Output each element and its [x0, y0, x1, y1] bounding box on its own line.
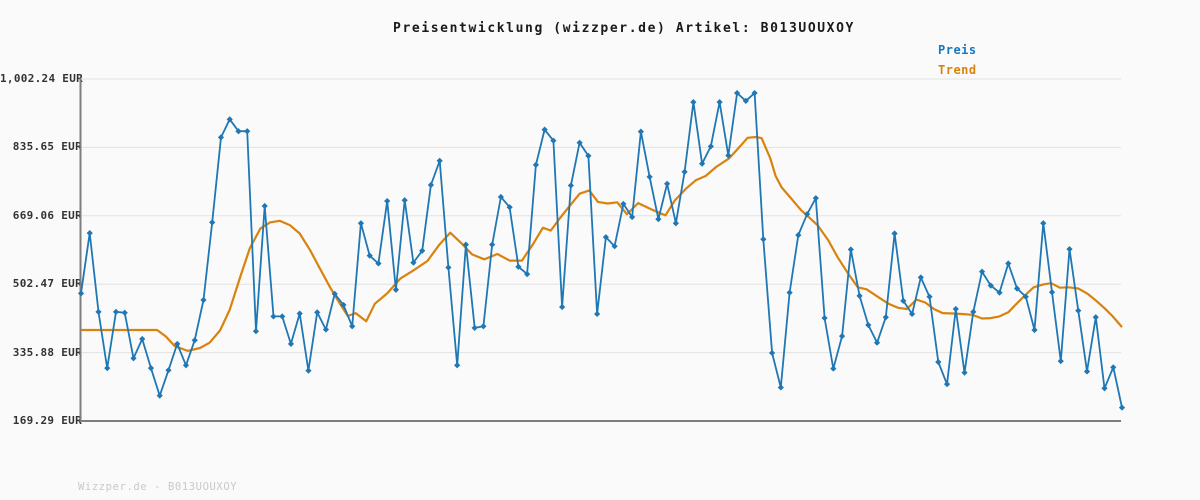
legend-item-preis: Preis — [938, 43, 977, 57]
price-point-markers — [77, 89, 1126, 411]
chart-title: Preisentwicklung (wizzper.de) Artikel: B… — [393, 21, 855, 36]
price-line — [80, 92, 1123, 408]
trend-line — [81, 135, 1123, 352]
y-axis-tick-label: 669.06 EUR — [12, 208, 82, 222]
y-axis-tick-label: 502.47 EUR — [12, 277, 82, 291]
gridlines — [81, 78, 1121, 354]
y-axis-tick-label: 1,002.24 EUR — [0, 72, 84, 85]
y-axis-tick-label: 335.88 EUR — [12, 345, 82, 359]
legend: Preis Trend — [938, 40, 977, 80]
y-axis-tick-label: 169.29 EUR — [12, 414, 82, 427]
watermark-credit: Wizzper.de - B013UOUXOY — [78, 481, 238, 493]
y-axis-tick-label: 835.65 EUR — [12, 140, 82, 154]
legend-item-trend: Trend — [938, 63, 977, 77]
